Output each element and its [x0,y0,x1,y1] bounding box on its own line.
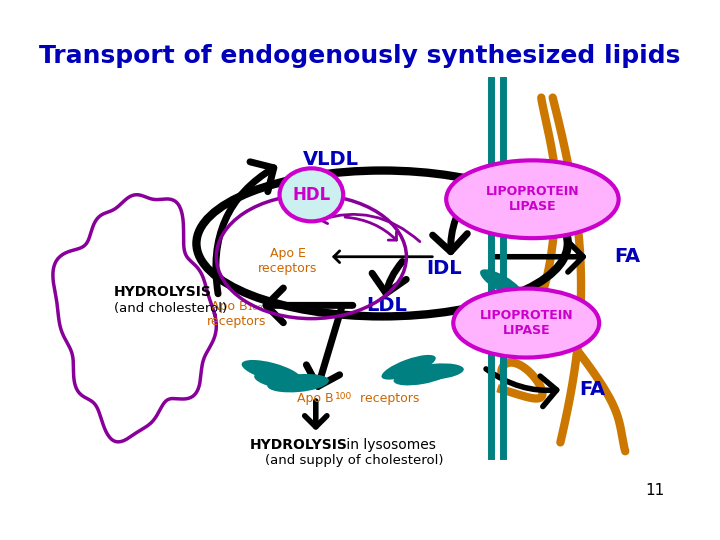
Ellipse shape [267,374,329,393]
Text: IDL: IDL [426,259,462,278]
Text: HYDROLYSIS: HYDROLYSIS [249,438,347,452]
Text: receptors: receptors [356,392,419,404]
Ellipse shape [254,371,315,390]
Text: HDL: HDL [292,186,330,204]
Ellipse shape [394,367,450,386]
Ellipse shape [382,355,436,380]
Text: LIPOPROTEIN
LIPASE: LIPOPROTEIN LIPASE [480,309,573,337]
Text: (and cholesterol): (and cholesterol) [114,301,228,314]
Text: FA: FA [615,247,641,266]
Text: HYDROLYSIS: HYDROLYSIS [114,285,212,299]
Text: FA: FA [580,380,606,399]
Ellipse shape [407,363,464,380]
Text: VLDL: VLDL [302,150,359,169]
Ellipse shape [242,360,302,383]
Text: Apo B: Apo B [297,392,333,404]
Text: 11: 11 [646,483,665,498]
Text: LDL: LDL [366,296,407,315]
Text: (and supply of cholesterol): (and supply of cholesterol) [266,455,444,468]
Ellipse shape [480,269,523,297]
Ellipse shape [446,160,618,238]
Text: Apo E
receptors: Apo E receptors [258,247,318,275]
Text: 100: 100 [336,392,353,401]
Text: LIPOPROTEIN
LIPASE: LIPOPROTEIN LIPASE [485,185,579,213]
Text: Apo B₁₀₀
receptors: Apo B₁₀₀ receptors [207,300,266,328]
Ellipse shape [454,288,599,357]
Text: Transport of endogenously synthesized lipids: Transport of endogenously synthesized li… [40,44,680,68]
Ellipse shape [279,168,343,221]
Text: in lysosomes: in lysosomes [342,438,436,452]
